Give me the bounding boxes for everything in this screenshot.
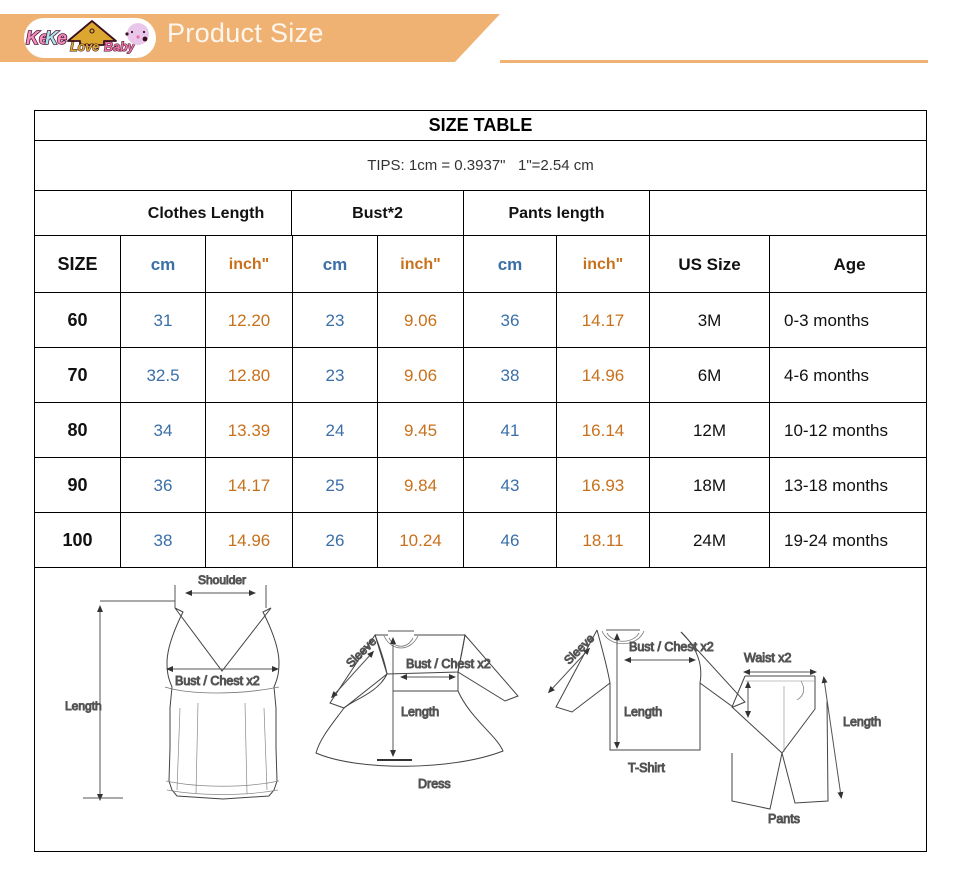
svg-text:Length: Length [401, 705, 439, 719]
svg-text:Length: Length [65, 699, 102, 713]
svg-text:Love: Love [70, 40, 99, 54]
svg-text:Dress: Dress [418, 777, 451, 791]
svg-text:Pants: Pants [768, 812, 800, 826]
svg-text:Length: Length [843, 715, 881, 729]
svg-text:Waist x2: Waist x2 [744, 651, 792, 665]
svg-text:Bust / Chest x2: Bust / Chest x2 [406, 657, 491, 671]
svg-text:e: e [57, 28, 67, 48]
svg-text:Bust / Chest x2: Bust / Chest x2 [629, 640, 714, 654]
svg-text:T-Shirt: T-Shirt [628, 761, 665, 775]
svg-text:Length: Length [624, 705, 662, 719]
svg-text:Shoulder: Shoulder [198, 573, 246, 587]
svg-text:Sleeve: Sleeve [561, 631, 597, 667]
svg-text:Bust / Chest x2: Bust / Chest x2 [175, 674, 260, 688]
